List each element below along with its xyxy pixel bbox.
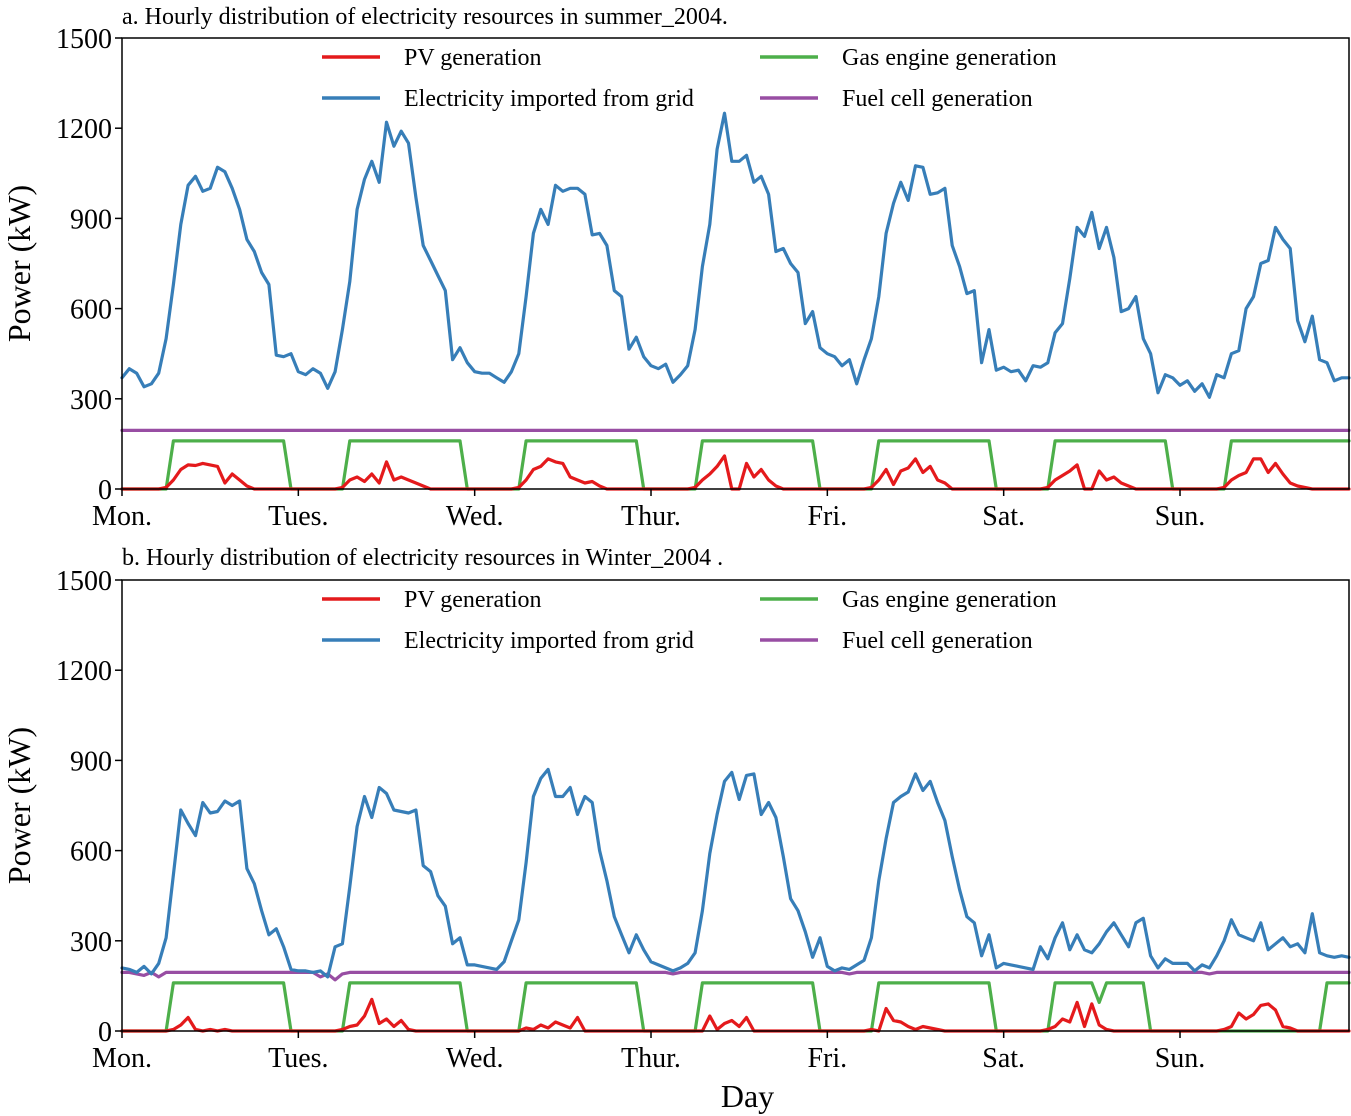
y-tick-label: 1500 <box>56 24 112 55</box>
y-tick-label: 1500 <box>56 566 112 597</box>
y-tick-label: 600 <box>70 295 112 326</box>
y-tick-label: 300 <box>70 927 112 958</box>
x-tick-label: Sat. <box>982 1043 1025 1074</box>
y-tick-label: 300 <box>70 385 112 416</box>
x-tick-label: Tues. <box>268 1043 328 1074</box>
chart-title: b. Hourly distribution of electricity re… <box>122 545 723 571</box>
series-line-fuel-cell-generation <box>120 970 1351 982</box>
plot-frame <box>121 579 1350 1032</box>
legend-label: Gas engine generation <box>842 45 1057 71</box>
y-tick-label: 600 <box>70 837 112 868</box>
x-tick-label: Sun. <box>1155 1043 1206 1074</box>
x-tick-label: Thur. <box>621 501 681 532</box>
legend-entry: Fuel cell generation <box>760 86 1033 112</box>
legend-entry: PV generation <box>322 587 542 613</box>
y-axis-label: Power (kW) <box>1 727 37 884</box>
x-tick-label: Mon. <box>92 1043 152 1074</box>
legend-entry: PV generation <box>322 45 542 71</box>
x-tick-label: Thur. <box>621 1043 681 1074</box>
y-tick-label: 0 <box>98 1017 112 1048</box>
y-tick-label: 1200 <box>56 114 112 145</box>
legend-label: Electricity imported from grid <box>404 628 694 654</box>
plot-frame <box>121 37 1350 490</box>
x-tick-label: Sun. <box>1155 501 1206 532</box>
series-line-electricity-imported-from-grid <box>120 111 1351 399</box>
legend-label: PV generation <box>404 587 542 613</box>
series-line-pv-generation <box>120 997 1351 1033</box>
x-axis-label: Day <box>721 1078 774 1114</box>
legend-label: Gas engine generation <box>842 587 1057 613</box>
y-axis-label: Power (kW) <box>1 185 37 342</box>
panel-summer: a. Hourly distribution of electricity re… <box>1 4 1351 532</box>
x-tick-label: Wed. <box>446 501 504 532</box>
x-tick-label: Fri. <box>807 1043 847 1074</box>
y-tick-label: 1200 <box>56 656 112 687</box>
legend-entry: Fuel cell generation <box>760 628 1033 654</box>
y-tick-label: 900 <box>70 204 112 235</box>
panel-winter: b. Hourly distribution of electricity re… <box>1 545 1351 1114</box>
y-tick-label: 0 <box>98 475 112 506</box>
series-line-pv-generation <box>120 454 1351 491</box>
x-tick-label: Tues. <box>268 501 328 532</box>
chart-title: a. Hourly distribution of electricity re… <box>122 4 728 30</box>
x-tick-label: Mon. <box>92 501 152 532</box>
legend-label: Fuel cell generation <box>842 628 1033 654</box>
legend-label: Electricity imported from grid <box>404 86 694 112</box>
legend-entry: Gas engine generation <box>760 587 1057 613</box>
x-tick-label: Wed. <box>446 1043 504 1074</box>
legend-entry: Gas engine generation <box>760 45 1057 71</box>
legend-entry: Electricity imported from grid <box>322 628 694 654</box>
y-tick-label: 900 <box>70 746 112 777</box>
legend-label: Fuel cell generation <box>842 86 1033 112</box>
legend-entry: Electricity imported from grid <box>322 86 694 112</box>
series-line-gas-engine-generation <box>120 439 1351 491</box>
series-line-electricity-imported-from-grid <box>120 767 1351 979</box>
legend-label: PV generation <box>404 45 542 71</box>
x-tick-label: Sat. <box>982 501 1025 532</box>
x-tick-label: Fri. <box>807 501 847 532</box>
